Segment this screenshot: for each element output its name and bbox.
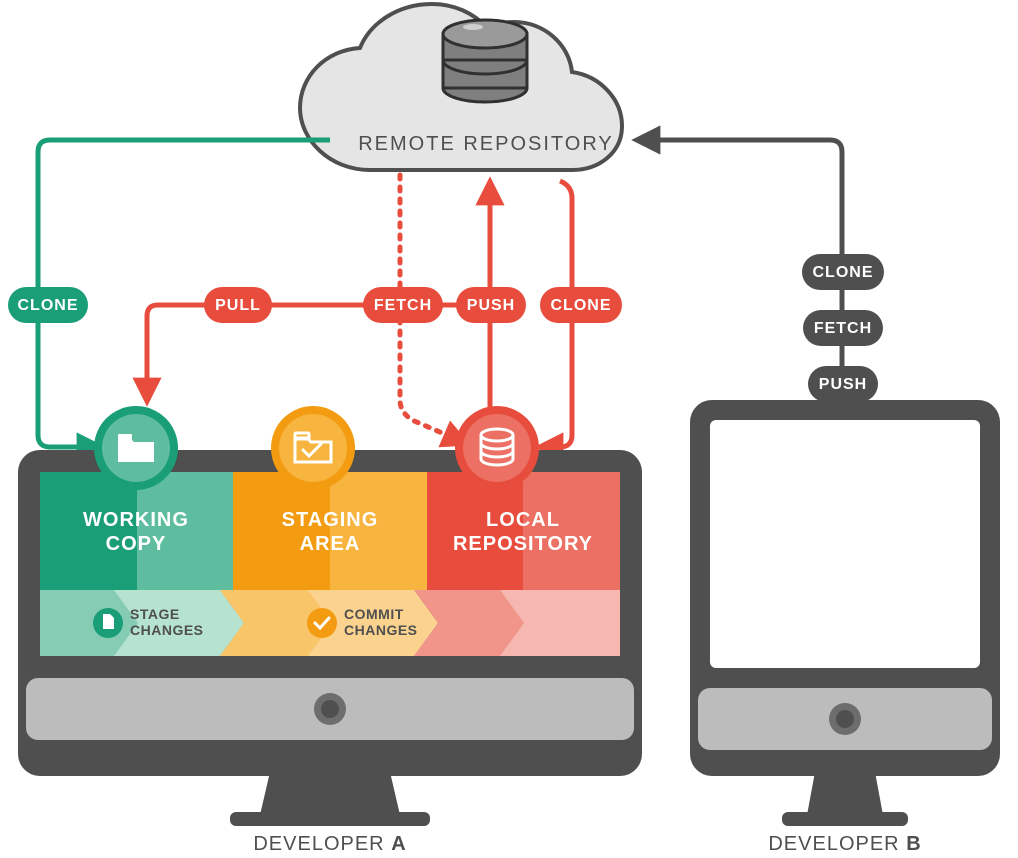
svg-text:PUSH: PUSH	[467, 297, 515, 314]
icon-staging-area	[271, 406, 355, 490]
svg-text:COPY: COPY	[106, 533, 167, 555]
svg-text:PULL: PULL	[215, 297, 261, 314]
git-workflow-diagram: REMOTE REPOSITORY CLONE PULL FETCH PUSH …	[0, 0, 1018, 858]
pill-push-b: PUSH	[808, 366, 878, 402]
developer-a-label: DEVELOPER A	[253, 833, 406, 855]
svg-text:CLONE: CLONE	[551, 297, 612, 314]
svg-text:AREA: AREA	[300, 533, 361, 555]
database-icon	[443, 20, 527, 102]
icon-local-repository	[455, 406, 539, 490]
pill-pull-red: PULL	[204, 287, 272, 323]
monitor-dev-a: WORKING COPY STAGING AREA LOCAL REPOSITO…	[18, 406, 642, 826]
pill-push-red: PUSH	[456, 287, 526, 323]
remote-repository-label: REMOTE REPOSITORY	[358, 133, 614, 155]
pill-clone-b: CLONE	[802, 254, 884, 290]
svg-text:CLONE: CLONE	[18, 297, 79, 314]
pill-fetch-b: FETCH	[803, 310, 883, 346]
step-commit-changes: COMMIT CHANGES	[307, 606, 418, 638]
svg-text:STAGE: STAGE	[130, 606, 180, 622]
svg-text:FETCH: FETCH	[814, 320, 872, 337]
svg-text:REPOSITORY: REPOSITORY	[453, 533, 593, 555]
svg-text:STAGING: STAGING	[282, 509, 379, 531]
svg-text:WORKING: WORKING	[83, 509, 189, 531]
remote-repository: REMOTE REPOSITORY	[300, 4, 622, 170]
svg-text:COMMIT: COMMIT	[344, 606, 404, 622]
pill-fetch-red: FETCH	[363, 287, 443, 323]
svg-text:CLONE: CLONE	[813, 264, 874, 281]
svg-text:CHANGES: CHANGES	[344, 622, 418, 638]
svg-text:FETCH: FETCH	[374, 297, 432, 314]
pill-clone-green: CLONE	[8, 287, 88, 323]
section-local-repository: LOCAL REPOSITORY	[427, 472, 620, 590]
svg-text:LOCAL: LOCAL	[486, 509, 560, 531]
monitor-dev-b	[690, 400, 1000, 826]
pill-clone-red: CLONE	[540, 287, 622, 323]
svg-text:CHANGES: CHANGES	[130, 622, 204, 638]
section-staging-area: STAGING AREA	[233, 472, 427, 590]
developer-b-label: DEVELOPER B	[768, 833, 921, 855]
icon-working-copy	[94, 406, 178, 490]
step-row: STAGE CHANGES COMMIT CHANGES	[40, 590, 620, 656]
svg-text:PUSH: PUSH	[819, 376, 867, 393]
